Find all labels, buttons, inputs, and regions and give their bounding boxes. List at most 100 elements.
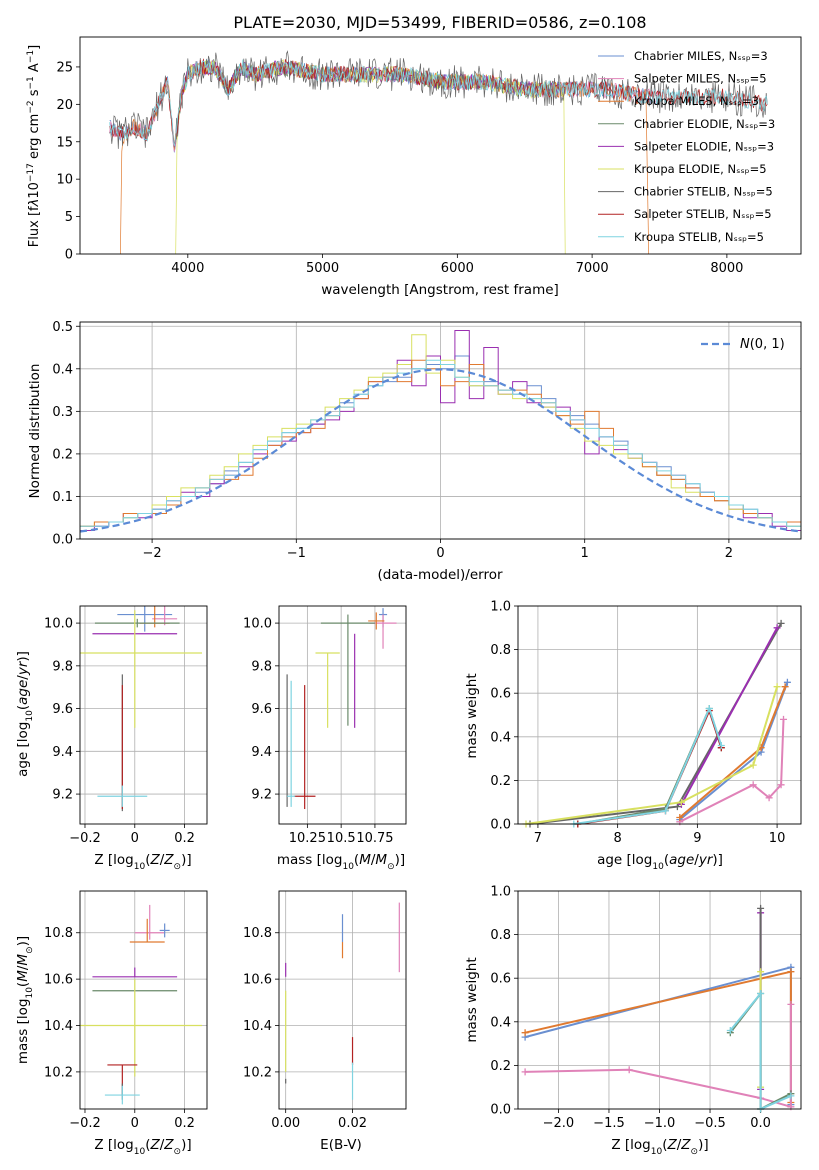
x-tick-label: −2.0: [543, 1116, 575, 1131]
data-point-marker: [783, 678, 791, 686]
age-vs-mass-panel: mass [log10(M/M⊙)] 10.25 10.5 10.75 9.2 9.4 9…: [243, 605, 407, 872]
y-tick-label: 0.6: [490, 687, 511, 702]
y-tick-label: 10.2: [44, 1065, 73, 1080]
x-tick-label: 4000: [171, 261, 204, 276]
data-point-marker: [726, 1027, 734, 1034]
x-tick-label: 7000: [576, 261, 609, 276]
mass-weight-series-line: [524, 970, 792, 1103]
data-point-marker: [625, 1066, 633, 1074]
mass-weight-series-line: [524, 966, 792, 1105]
y-tick-label: 10.8: [44, 926, 73, 941]
y-tick-label: 9.2: [52, 788, 73, 803]
legend-entry: Chabrier ELODIE, Nₛₛₚ=3: [634, 117, 775, 131]
y-tick-label: 20: [56, 98, 73, 113]
y-tick-label: 9.4: [251, 745, 272, 760]
legend-entry: Chabrier STELIB, Nₛₛₚ=5: [634, 185, 773, 199]
y-tick-label: 1.0: [490, 885, 511, 900]
mass-ebv-x-axis-label: E(B-V): [320, 1137, 362, 1153]
x-tick-label: 0: [436, 546, 444, 561]
x-tick-label: 2: [725, 546, 733, 561]
y-tick-label: 9.8: [52, 659, 73, 674]
x-tick-label: 0: [131, 1116, 139, 1131]
x-tick-label: 0: [131, 831, 139, 846]
data-point-marker: [677, 798, 685, 806]
y-tick-label: 10.8: [243, 926, 272, 941]
y-tick-label: 0.5: [52, 320, 73, 335]
y-tick-label: 0.3: [52, 405, 73, 420]
histogram-y-axis-label: Normed distribution: [27, 364, 43, 499]
axes-frame: [278, 605, 407, 825]
x-tick-label: −1.0: [644, 1116, 676, 1131]
mw-age-x-axis-label: age [log10(age/yr)]: [597, 852, 723, 872]
y-tick-label: 15: [56, 135, 73, 150]
data-point-marker: [757, 904, 765, 912]
legend-entry: Kroupa ELODIE, Nₛₛₚ=5: [634, 162, 767, 176]
x-tick-label: 10.75: [356, 831, 393, 846]
y-tick-label: 0.0: [490, 818, 511, 833]
y-tick-label: 0.2: [490, 774, 511, 789]
data-point-marker: [676, 814, 684, 821]
x-tick-label: −2: [143, 546, 162, 561]
y-tick-label: 9.6: [52, 702, 73, 717]
mass-weight-vs-metallicity-panel: Z [log10(Z/Z⊙)] mass weight −2.0 −1.5 −1.0…: [464, 885, 802, 1157]
mw-z-x-axis-label: Z [log10(Z/Z⊙)]: [611, 1137, 708, 1157]
legend-entry: Salpeter MILES, Nₛₛₚ=5: [634, 72, 767, 86]
mw-z-y-axis-label: mass weight: [464, 957, 480, 1042]
legend-entry: N(0, 1): [740, 337, 785, 352]
histogram-x-axis-label: (data-model)/error: [377, 567, 503, 583]
data-point-marker: [521, 1068, 529, 1076]
data-point-marker: [749, 781, 757, 789]
data-point-marker: [673, 803, 681, 811]
x-tick-label: −1: [287, 546, 306, 561]
y-tick-label: 10.4: [243, 1019, 272, 1034]
legend-entry: Salpeter STELIB, Nₛₛₚ=5: [634, 207, 772, 221]
y-tick-label: 9.4: [52, 745, 73, 760]
data-point-marker: [787, 1000, 795, 1008]
data-point-marker: [777, 781, 785, 789]
y-tick-label: 10.6: [44, 973, 73, 988]
y-tick-label: 0.6: [490, 972, 511, 987]
y-tick-label: 0.8: [490, 643, 511, 658]
legend-entry: Chabrier MILES, Nₛₛₚ=3: [634, 49, 768, 63]
x-tick-label: −0.2: [69, 1116, 101, 1131]
x-tick-label: −0.5: [694, 1116, 726, 1131]
x-tick-label: 0.02: [338, 1116, 367, 1131]
age-z-y-axis-label: age [log10(age/yr)]: [15, 651, 35, 777]
x-tick-label: 10.25: [289, 831, 326, 846]
mass-vs-metallicity-panel: Z [log10(Z/Z⊙)] mass [log10(M/M⊙)] −0.2 0…: [15, 890, 208, 1157]
spectrum-title: PLATE=2030, MJD=53499, FIBERID=0586, z=0…: [233, 13, 646, 32]
data-point-marker: [780, 715, 787, 723]
x-tick-label: 0.2: [174, 831, 195, 846]
y-tick-label: 0.0: [52, 533, 73, 548]
mass-weight-series-line: [525, 1004, 792, 1109]
y-tick-label: 10.0: [243, 617, 272, 632]
data-point-marker: [757, 968, 765, 976]
y-tick-label: 0.2: [490, 1059, 511, 1074]
y-tick-label: 0.2: [52, 447, 73, 462]
x-tick-label: 10: [769, 831, 786, 846]
spectrum-series-line: [120, 60, 650, 254]
data-point-marker: [787, 968, 795, 976]
x-tick-label: 0.00: [271, 1116, 300, 1131]
data-point-marker: [773, 683, 781, 691]
mass-weight-vs-age-panel: age [log10(age/yr)] mass weight 7 8 9 10 0.0…: [464, 600, 802, 872]
data-point-marker: [765, 794, 773, 802]
spectrum-series-line: [109, 59, 768, 147]
spectrum-series-line: [109, 58, 768, 148]
x-tick-label: 9: [693, 831, 701, 846]
mass-z-y-axis-label: mass [log10(M/M⊙)]: [15, 936, 35, 1064]
data-point-marker: [773, 624, 781, 632]
y-tick-label: 1.0: [490, 600, 511, 615]
data-point-marker: [787, 1092, 795, 1100]
age-mass-x-axis-label: mass [log10(M/M⊙)]: [277, 852, 405, 872]
y-tick-label: 0.0: [490, 1103, 511, 1118]
data-point-marker: [521, 1029, 529, 1037]
data-point-marker: [717, 742, 725, 749]
y-tick-label: 0.4: [52, 362, 73, 377]
y-tick-label: 9.8: [251, 659, 272, 674]
mass-weight-series-line: [529, 622, 782, 824]
mass-weight-series-line: [729, 990, 792, 1109]
y-tick-label: 9.2: [251, 788, 272, 803]
y-tick-label: 25: [56, 60, 73, 75]
